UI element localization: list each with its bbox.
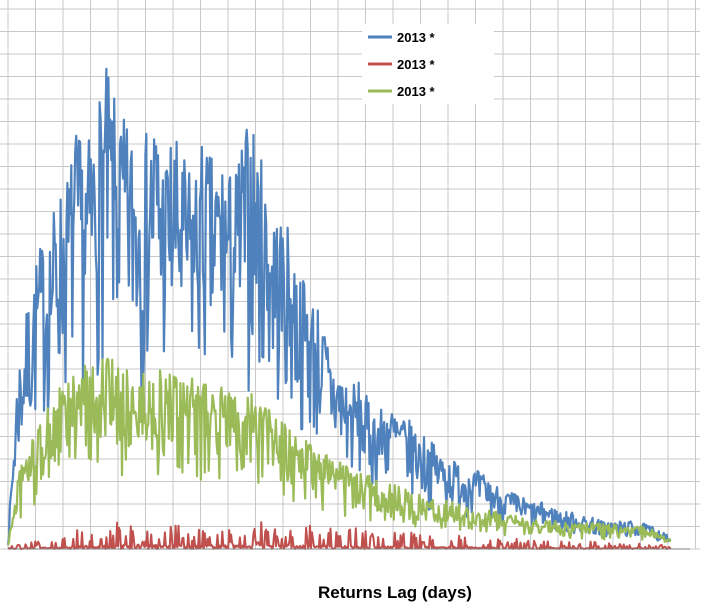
chart-legend: 2013 * 2013 * 2013 *	[362, 24, 494, 104]
series-layer	[6, 67, 672, 550]
x-axis-title: Returns Lag (days)	[318, 583, 472, 602]
legend-label-1: 2013 *	[397, 57, 436, 72]
series-line-0	[6, 67, 672, 546]
legend-label-0: 2013 *	[397, 30, 436, 45]
legend-label-2: 2013 *	[397, 84, 436, 99]
chart-grid	[0, 0, 700, 550]
series-line-2	[6, 357, 672, 546]
series-line-1	[7, 521, 672, 550]
